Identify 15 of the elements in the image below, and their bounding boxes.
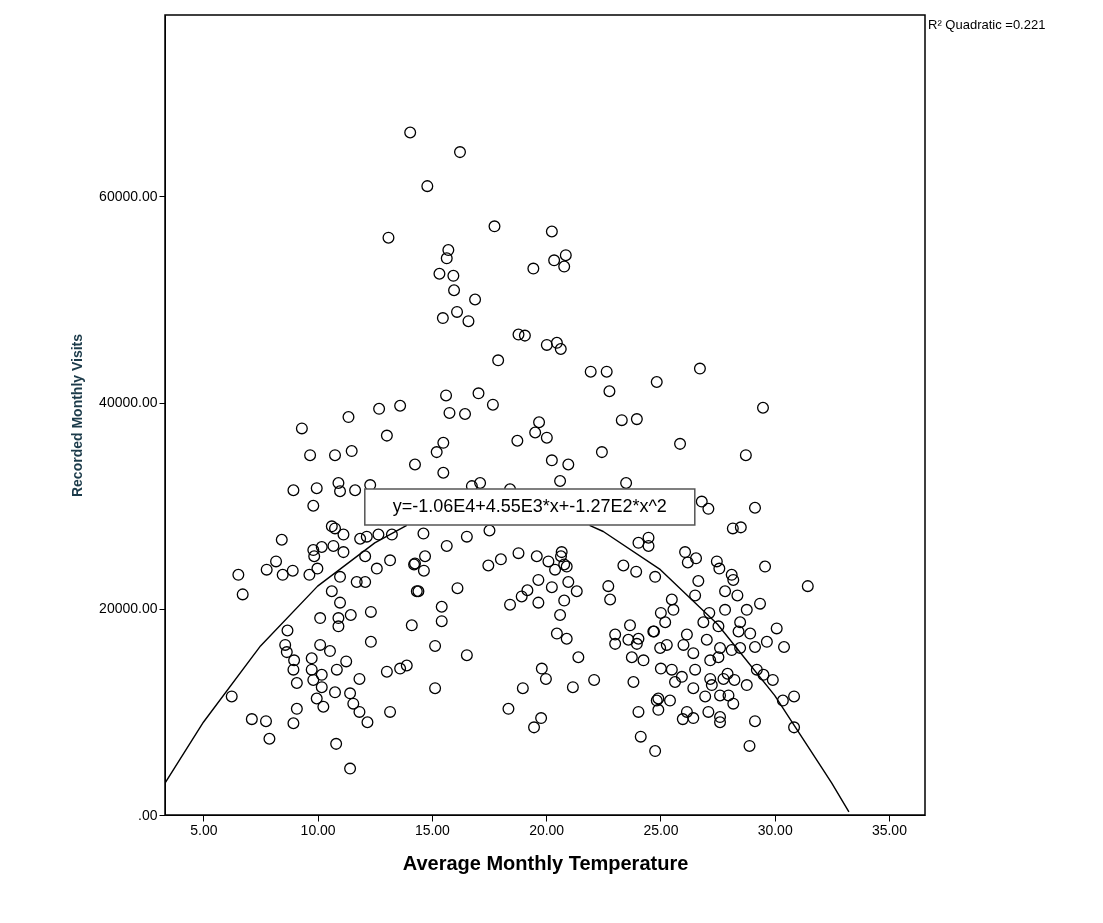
x-tick-label: 25.00 — [643, 821, 679, 838]
y-tick-label: 60000.00 — [99, 187, 158, 204]
x-tick-label: 5.00 — [190, 821, 218, 838]
x-tick-label: 30.00 — [757, 821, 793, 838]
y-tick-label: 20000.00 — [99, 600, 158, 617]
y-tick-label: .00 — [138, 806, 158, 823]
x-tick-label: 15.00 — [414, 821, 451, 838]
x-axis-title: Average Monthly Temperature — [402, 851, 689, 874]
y-tick-label: 40000.00 — [99, 394, 158, 411]
x-tick-label: 10.00 — [300, 821, 336, 838]
text: R² Quadratic =0.221 — [928, 17, 1046, 32]
x-tick-label: 20.00 — [529, 821, 565, 838]
x-tick-label: 35.00 — [871, 821, 908, 838]
y-axis-title: Recorded Monthly Visits — [69, 333, 86, 498]
annotation: y=-1.06E4+4.55E3*x+-1.27E2*x^2 — [392, 496, 667, 516]
